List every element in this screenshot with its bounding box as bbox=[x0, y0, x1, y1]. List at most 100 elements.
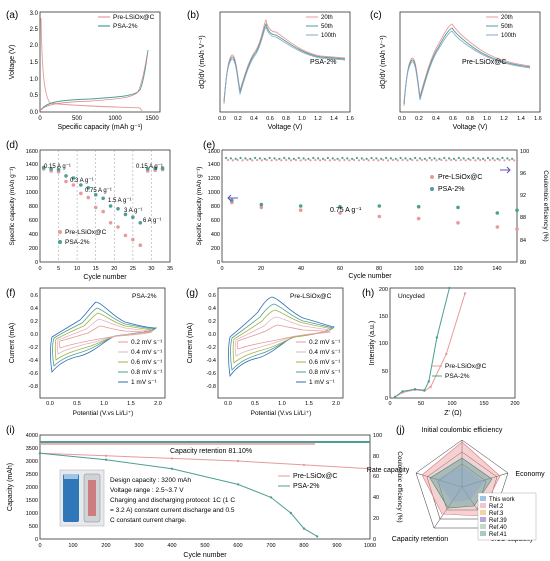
panel-e-ytick2: 88 bbox=[520, 215, 526, 221]
ce-point bbox=[409, 157, 412, 160]
panel-b-xtick: 1.4 bbox=[330, 116, 338, 122]
ce-point bbox=[440, 158, 443, 162]
data-point bbox=[269, 496, 273, 499]
panel-i-ylabel: Capacity (mAh) bbox=[7, 463, 14, 511]
data-point bbox=[456, 205, 460, 210]
panel-i-xtick: 1000 bbox=[364, 543, 376, 549]
panel-a-xtick: 0 bbox=[38, 116, 42, 122]
panel-j-axis: Economy bbox=[515, 471, 545, 478]
panel-e-ytick2: 100 bbox=[520, 149, 529, 155]
panel-e-ylabel: Specific capacity (mAh g⁻¹) bbox=[196, 167, 203, 246]
panel-e-ytick2: 96 bbox=[520, 171, 526, 177]
panel-f-ytick: 0.6 bbox=[30, 293, 38, 299]
panel-e-xtick: 100 bbox=[414, 266, 423, 272]
data-point bbox=[401, 390, 404, 393]
panel-i-ytick2: 60 bbox=[373, 474, 379, 480]
ce-point bbox=[365, 157, 368, 160]
ce-point bbox=[278, 157, 281, 160]
ce-point bbox=[292, 157, 295, 160]
data-point bbox=[377, 204, 382, 208]
panel-a-ytick: 2.5 bbox=[30, 27, 39, 33]
series-line bbox=[394, 293, 466, 398]
data-point bbox=[131, 215, 135, 219]
data-point bbox=[495, 211, 500, 215]
data-point bbox=[86, 186, 91, 190]
ce-point bbox=[384, 156, 388, 160]
panel-f-cv-4 bbox=[56, 318, 154, 355]
ce-point bbox=[389, 157, 392, 160]
panel-d-rate: 1.5 A g⁻¹ bbox=[108, 198, 132, 204]
panel-f-xtick: 1.0 bbox=[100, 401, 108, 407]
panel-c-legend: 50th bbox=[501, 24, 513, 30]
panel-i-xtick: 100 bbox=[68, 543, 77, 549]
panel-h-points bbox=[393, 286, 467, 399]
panel-i-legend-psa: PSA-2% bbox=[293, 483, 319, 490]
data-point bbox=[377, 214, 382, 219]
panel-g-legend: 0.4 mV s⁻¹ bbox=[309, 349, 341, 356]
panel-d-ytick: 1000 bbox=[26, 190, 38, 196]
data-point bbox=[429, 385, 432, 389]
ce-point bbox=[414, 156, 417, 160]
panel-c-xtick: 0.0 bbox=[398, 116, 406, 122]
panel-b-xtick: 1.0 bbox=[298, 116, 306, 122]
panel-h-legend-psa: PSA-2% bbox=[445, 373, 470, 380]
ce-point bbox=[357, 159, 361, 162]
panel-e-ytick2: 92 bbox=[520, 193, 526, 199]
panel-i-info: Design capacity : 3200 mAh bbox=[110, 477, 191, 484]
data-point bbox=[56, 167, 61, 172]
ce-point bbox=[438, 157, 441, 160]
panel-b-xtick: 0.6 bbox=[266, 116, 274, 122]
panel-a-ytick: 0.0 bbox=[30, 110, 39, 116]
panel-e-rate: 0.75 A g⁻¹ bbox=[330, 207, 362, 214]
ce-point bbox=[425, 159, 428, 162]
ce-point bbox=[283, 156, 286, 160]
panel-b-label: (b) bbox=[187, 10, 199, 21]
ce-point bbox=[328, 159, 331, 162]
panel-j-legend: Ref.2 bbox=[489, 504, 504, 510]
ce-point bbox=[249, 157, 252, 160]
ce-point bbox=[457, 156, 460, 160]
panel-c-xtick: 0.2 bbox=[415, 116, 423, 122]
panel-d-label: (d) bbox=[6, 140, 18, 151]
data-point bbox=[289, 511, 292, 515]
ce-point bbox=[229, 157, 232, 160]
data-point bbox=[138, 243, 143, 247]
panel-d: (d) Specific capacity (mAh g⁻¹) Cycle nu… bbox=[6, 140, 173, 281]
panel-i-ytick: 1000 bbox=[26, 511, 38, 517]
panel-b-xtick: 0.0 bbox=[218, 116, 226, 122]
panel-g-xtick: 1.5 bbox=[305, 401, 313, 407]
ce-point bbox=[380, 157, 383, 160]
ce-point bbox=[314, 158, 317, 162]
panel-d-legend-psa: PSA-2% bbox=[65, 239, 90, 246]
ce-point bbox=[355, 156, 359, 160]
data-point bbox=[145, 167, 150, 171]
panel-d-ytick: 800 bbox=[29, 204, 38, 210]
series-line bbox=[394, 287, 450, 398]
panel-a-ytick: 1.0 bbox=[30, 77, 39, 83]
panel-f-ytick: 0.2 bbox=[30, 319, 38, 325]
ce-point bbox=[401, 158, 404, 162]
panel-h-xlabel: Z' (Ω) bbox=[444, 410, 461, 417]
data-point bbox=[393, 395, 397, 399]
ce-point bbox=[501, 156, 504, 160]
ce-point bbox=[391, 158, 394, 162]
ce-point bbox=[508, 158, 511, 162]
panel-g-legend: 1 mV s⁻¹ bbox=[309, 379, 336, 386]
ce-point bbox=[333, 158, 336, 162]
panel-a-ytick: 3.0 bbox=[30, 11, 39, 17]
ce-point bbox=[360, 157, 363, 160]
data-point bbox=[108, 221, 113, 225]
panel-h-xtick: 0 bbox=[388, 401, 391, 407]
panel-j-legend: Ref.40 bbox=[489, 525, 507, 531]
panel-h-xtick: 200 bbox=[510, 401, 519, 407]
panel-h-note: Uncycled bbox=[398, 293, 425, 300]
panel-e-ytick2: 84 bbox=[520, 238, 526, 244]
panel-g-note: Pre-LSiOx@C bbox=[290, 293, 332, 300]
panel-d-xtick: 30 bbox=[148, 266, 154, 272]
panel-i-info: = 3.2 A) constant current discharge and … bbox=[110, 507, 235, 514]
panel-e-xtick: 20 bbox=[258, 266, 264, 272]
ce-point bbox=[467, 157, 470, 160]
panel-c-frame bbox=[399, 11, 541, 113]
panel-g-cv-4 bbox=[234, 316, 332, 357]
panel-i-ytick2: 40 bbox=[373, 495, 379, 501]
